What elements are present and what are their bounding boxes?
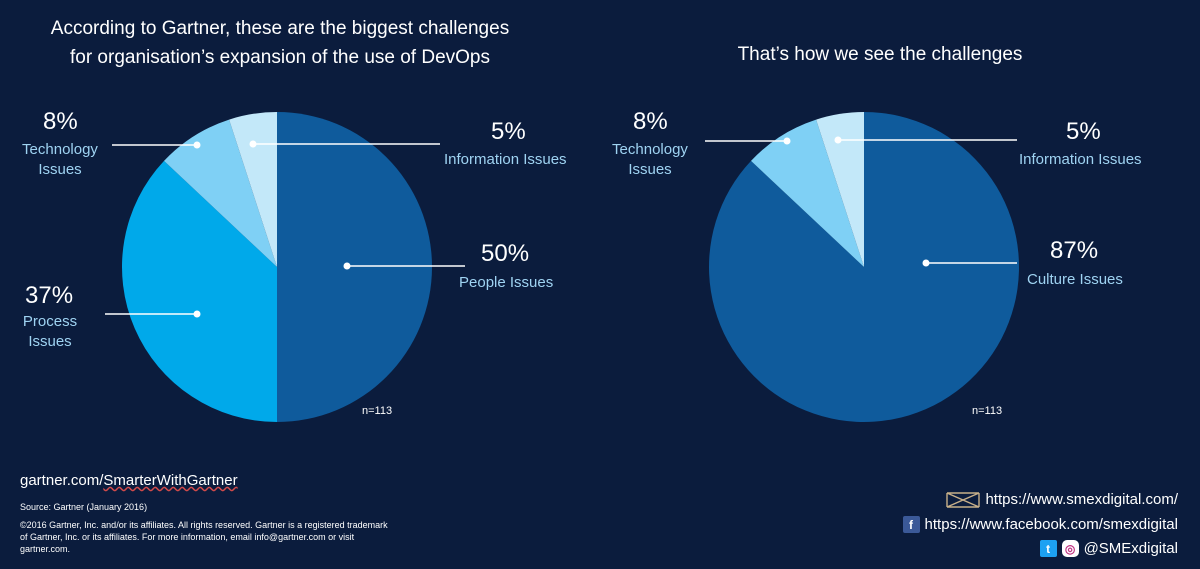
- pie-slice-0-technology-issues: [164, 119, 277, 267]
- left-people-pct: 50%: [481, 240, 530, 267]
- smex-logo-icon: [946, 491, 981, 508]
- instagram-icon: ◎: [1061, 540, 1079, 557]
- left-people-label: People Issues: [459, 274, 554, 291]
- right-culture-pct: 87%: [1050, 237, 1099, 264]
- right-info-pct: 5%: [1066, 118, 1101, 145]
- leader-dot-0-1: [193, 310, 201, 318]
- website-link[interactable]: https://www.smexdigital.com/: [946, 491, 1178, 508]
- leader-dot-1-2: [834, 136, 842, 144]
- source-url[interactable]: gartner.com/SmarterWithGartner: [20, 472, 238, 489]
- leader-dot-1-1: [783, 137, 791, 145]
- pie-slice-0-people-issues: [277, 112, 432, 422]
- right-tech-label: Technology Issues: [612, 141, 688, 178]
- leader-dot-0-0: [343, 262, 351, 270]
- pie-slice-1-information-issues: [816, 112, 864, 267]
- left-n-label: n=113: [362, 405, 393, 417]
- social-handle-link[interactable]: t ◎ @SMExdigital: [1039, 540, 1178, 557]
- left-info-pct: 5%: [491, 118, 526, 145]
- left-chart-title: According to Gartner, these are the bigg…: [50, 18, 510, 68]
- right-tech-pct: 8%: [633, 108, 668, 135]
- facebook-link[interactable]: f https://www.facebook.com/smexdigital: [902, 516, 1178, 533]
- leader-dot-0-2: [193, 141, 201, 149]
- right-chart-title: That’s how we see the challenges: [737, 44, 1023, 65]
- left-tech-pct: 8%: [43, 108, 78, 135]
- left-tech-label: Technology Issues: [22, 141, 98, 178]
- right-culture-label: Culture Issues: [1027, 271, 1123, 288]
- leader-dot-1-0: [922, 259, 930, 267]
- pie-slice-0-information-issues: [229, 112, 277, 267]
- left-process-label: Process Issues: [22, 313, 78, 350]
- leader-dot-0-3: [249, 140, 257, 148]
- source-note: Source: Gartner (January 2016): [20, 502, 148, 512]
- pie-slice-0-process-issues: [121, 160, 277, 422]
- twitter-icon: t: [1039, 540, 1057, 557]
- left-info-label: Information Issues: [444, 151, 567, 168]
- right-info-label: Information Issues: [1019, 151, 1142, 168]
- left-process-pct: 37%: [25, 282, 74, 309]
- right-n-label: n=113: [972, 405, 1003, 417]
- facebook-icon: f: [902, 516, 920, 533]
- pie-slice-1-technology-issues: [751, 119, 864, 267]
- copyright-text: ©2016 Gartner, Inc. and/or its affiliate…: [20, 520, 388, 554]
